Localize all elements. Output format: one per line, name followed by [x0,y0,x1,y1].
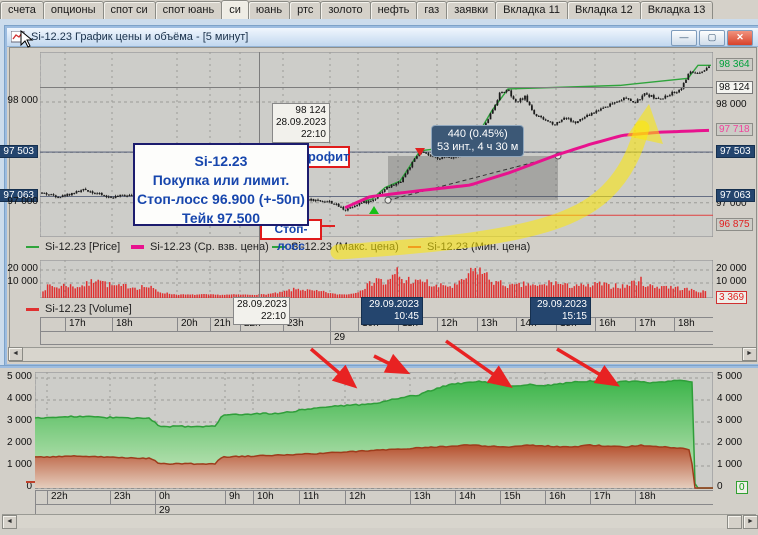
mouse-cursor-icon [20,30,34,48]
workspace-tab-4[interactable]: спот юань [154,1,223,19]
workspace-tab-11[interactable]: заявки [446,1,497,19]
workspace-tab-13[interactable]: Вкладка 12 [567,1,641,19]
workspace-tab-14[interactable]: Вкладка 13 [639,1,714,19]
workspace-tab-5[interactable]: си [221,0,249,19]
orders-chart-window [0,366,758,535]
window-title: Si-12.23 График цены и объёма - [5 минут… [31,31,249,43]
close-button[interactable]: ✕ [727,30,753,46]
workspace-tab-10[interactable]: газ [416,1,448,19]
workspace-tab-1[interactable]: счета [0,1,44,19]
workspace-tab-8[interactable]: золото [320,1,371,19]
workspace-tab-2[interactable]: опционы [42,1,104,19]
workspace-tab-3[interactable]: спот си [102,1,156,19]
workspace-tab-6[interactable]: юань [247,1,291,19]
minimize-button[interactable]: — [671,30,697,46]
chart-window: Si-12.23 График цены и объёма - [5 минут… [5,26,758,366]
chart-client-area [9,47,757,362]
chart-window-titlebar[interactable]: Si-12.23 График цены и объёма - [5 минут… [7,28,758,47]
workspace-tab-9[interactable]: нефть [369,1,418,19]
workspace-tab-12[interactable]: Вкладка 11 [495,1,568,19]
workspace-tab-bar: счета опционы спот си спот юань си юань ртс зол… [0,0,758,19]
workspace-tab-7[interactable]: ртс [289,1,322,19]
maximize-button[interactable]: ▢ [699,30,725,46]
